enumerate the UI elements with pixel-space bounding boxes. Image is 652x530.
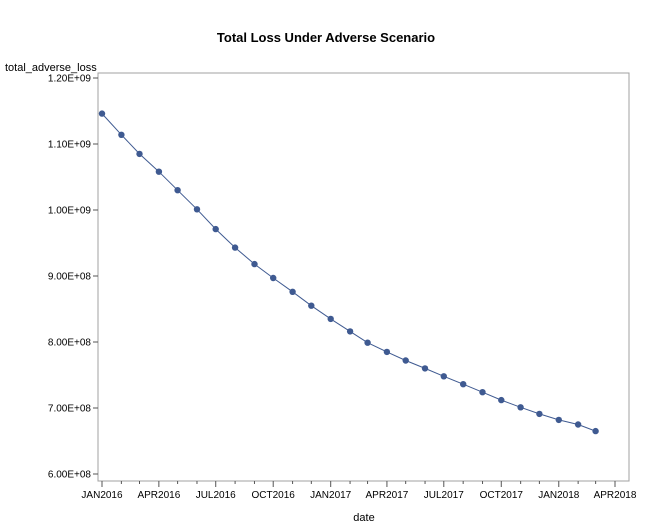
y-axis-label: total_adverse_loss [5,62,97,74]
data-point [364,339,371,346]
x-tick-label: JAN2017 [310,490,352,501]
data-point [479,389,486,396]
data-point [592,427,599,435]
x-tick-label: APR2016 [137,490,180,501]
data-point [98,110,106,117]
x-tick-label: JAN2018 [538,490,580,501]
chart-title: Total Loss Under Adverse Scenario [217,30,435,45]
data-point [421,365,429,372]
y-tick-label: 8.00E+08 [48,338,92,349]
data-point [231,244,239,251]
x-tick-label: OCT2017 [480,490,524,501]
y-tick-label: 9.00E+08 [48,272,92,283]
y-axis: 6.00E+08 7.00E+08 8.00E+08 9.00E+08 1.00E+09… [48,74,98,481]
y-tick-label: 1.00E+09 [48,206,92,217]
x-tick-label: JAN2016 [81,490,123,501]
x-tick-label: APR2017 [366,490,409,501]
plot-frame [97,72,630,482]
x-tick-label: APR2018 [594,490,637,501]
data-point [402,357,409,364]
data-point [308,302,315,309]
data-point [118,131,125,138]
data-point [251,260,258,268]
data-point [517,404,524,411]
y-tick-label: 1.10E+09 [48,140,92,151]
data-point [498,396,505,404]
data-point [536,410,543,418]
x-axis: JAN2016 APR2016 JUL2016 OCT2016 JAN2017 APR20… [81,481,637,501]
data-point [383,348,391,356]
data-point [136,150,143,158]
data-point [270,274,277,282]
data-point [289,288,296,295]
y-tick-label: 1.20E+09 [48,74,92,85]
data-point [555,416,562,424]
y-tick-label: 7.00E+08 [48,404,92,415]
data-point [193,206,201,213]
y-tick-label: 6.00E+08 [48,470,92,481]
data-point [460,381,467,388]
data-point [155,168,163,175]
x-tick-label: JUL2017 [424,490,464,501]
data-point [346,328,354,335]
data-point [174,187,181,194]
x-tick-label: OCT2016 [252,490,296,501]
x-axis-label: date [353,512,374,524]
data-point [212,225,219,233]
data-point [574,421,582,428]
data-point [327,315,334,323]
series-layer [98,110,599,435]
x-tick-label: JUL2016 [196,490,236,501]
data-point [440,373,447,380]
